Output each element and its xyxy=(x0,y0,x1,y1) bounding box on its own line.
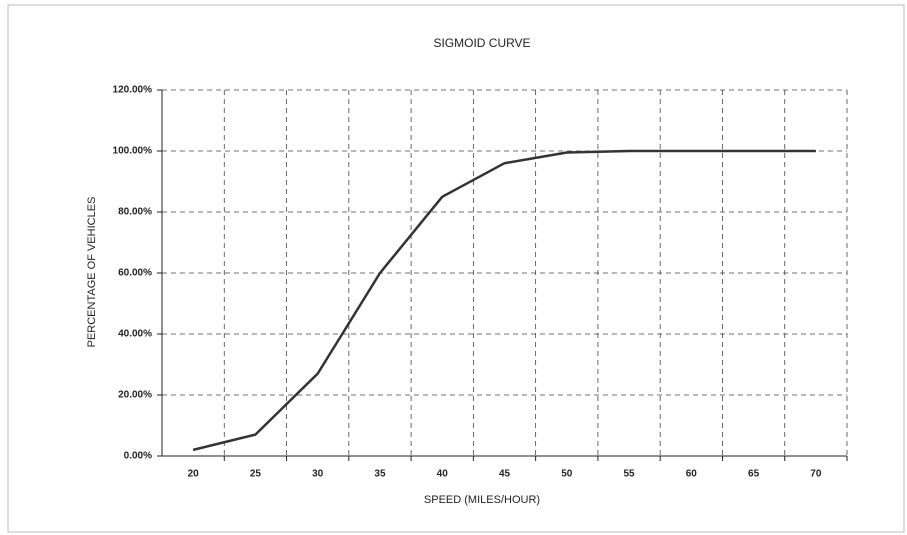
x-tick-label: 35 xyxy=(374,469,386,480)
y-tick-label: 60.00% xyxy=(118,268,152,279)
chart-title: SIGMOID CURVE xyxy=(433,36,530,50)
x-tick-label: 25 xyxy=(250,469,262,480)
x-tick-label: 70 xyxy=(810,469,822,480)
x-tick-label: 55 xyxy=(623,469,635,480)
x-tick-label: 30 xyxy=(312,469,324,480)
x-tick-label: 60 xyxy=(686,469,698,480)
y-tick-label: 0.00% xyxy=(124,451,152,462)
x-axis-label: SPEED (MILES/HOUR) xyxy=(424,494,540,506)
y-tick-label: 20.00% xyxy=(118,390,152,401)
x-tick-label: 20 xyxy=(188,469,200,480)
y-tick-label: 80.00% xyxy=(118,207,152,218)
data-line xyxy=(192,149,816,452)
y-tick-label: 40.00% xyxy=(118,329,152,340)
frame xyxy=(7,4,905,533)
y-tick-label: 100.00% xyxy=(113,146,153,157)
x-tick-label: 65 xyxy=(748,469,760,480)
x-tick-label: 45 xyxy=(499,469,511,480)
x-tick-label: 40 xyxy=(437,469,449,480)
y-axis-label: PERCENTAGE OF VEHICLES xyxy=(86,197,98,348)
x-tick-label: 50 xyxy=(561,469,573,480)
y-tick-label: 120.00% xyxy=(113,85,153,96)
